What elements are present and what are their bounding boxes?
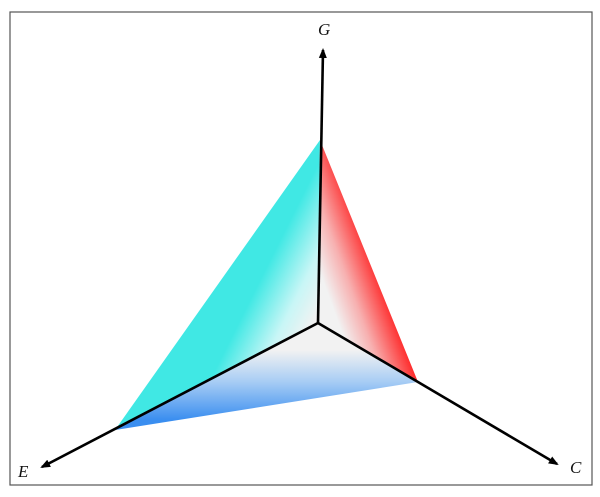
axis-e-label: E — [17, 462, 29, 481]
face-g-c — [318, 140, 418, 382]
axis-g-label: G — [318, 20, 330, 39]
axis-e-arrow — [40, 321, 319, 469]
face-e-c — [115, 323, 418, 430]
axis-c-arrow — [317, 321, 559, 466]
axis-g-arrow — [316, 48, 327, 324]
axis-c-label: C — [570, 458, 582, 477]
face-g-e — [115, 140, 320, 430]
